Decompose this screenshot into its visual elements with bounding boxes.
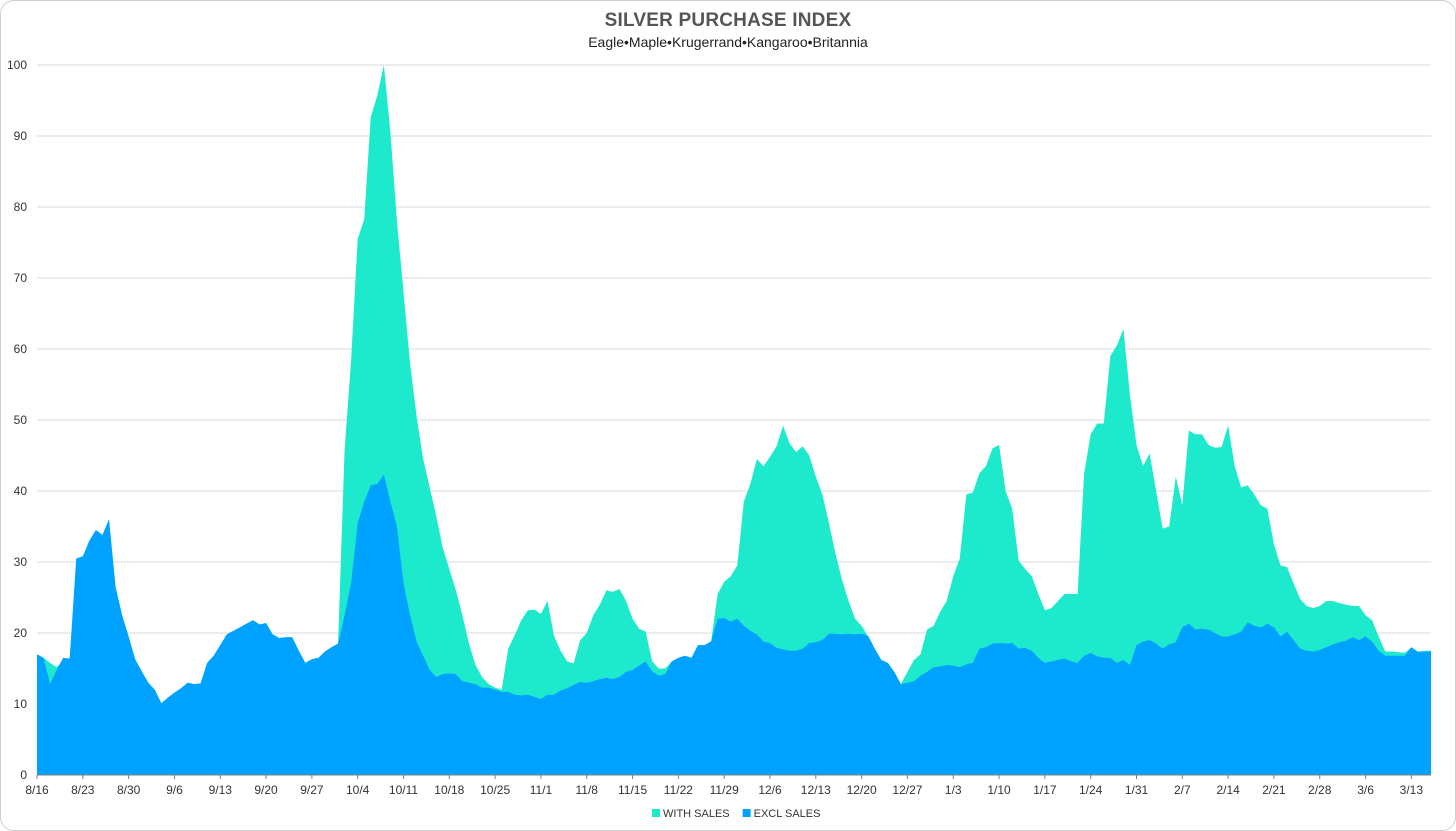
legend-label: WITH SALES: [663, 808, 730, 820]
x-tick-label: 1/17: [1033, 783, 1057, 797]
gridlines: [37, 64, 1431, 705]
x-tick-label: 2/7: [1174, 783, 1191, 797]
x-tick-label: 12/6: [758, 783, 782, 797]
legend-label: EXCL SALES: [754, 808, 821, 820]
legend-swatch: [742, 809, 751, 817]
x-tick-label: 1/10: [987, 783, 1011, 797]
x-tick-label: 3/13: [1400, 783, 1424, 797]
y-tick-label: 80: [14, 200, 28, 214]
x-tick-label: 2/14: [1216, 783, 1240, 797]
x-tick-label: 3/6: [1357, 783, 1374, 797]
x-tick-label: 8/30: [117, 783, 141, 797]
y-tick-label: 40: [14, 484, 28, 498]
area-excl-sales: [37, 474, 1431, 775]
x-tick-label: 10/4: [346, 783, 370, 797]
x-tick-label: 10/25: [480, 783, 510, 797]
x-tick-label: 9/6: [166, 783, 183, 797]
legend-swatch: [652, 809, 660, 817]
area-series: [37, 65, 1431, 775]
y-tick-label: 90: [14, 129, 28, 143]
x-tick-label: 1/31: [1125, 783, 1149, 797]
x-tick-label: 12/13: [801, 783, 831, 797]
x-tick-label: 11/15: [618, 783, 647, 797]
y-tick-label: 30: [14, 555, 28, 569]
x-tick-label: 8/16: [25, 783, 49, 797]
x-tick-label: 11/22: [664, 783, 693, 797]
x-tick-label: 9/20: [254, 783, 278, 797]
x-tick-label: 11/8: [576, 783, 599, 797]
x-tick-label: 11/29: [710, 783, 739, 797]
chart-title: SILVER PURCHASE INDEX: [604, 10, 852, 31]
y-tick-label: 20: [14, 626, 28, 640]
x-tick-label: 10/11: [389, 783, 418, 797]
y-tick-label: 70: [14, 271, 28, 285]
x-tick-label: 1/24: [1079, 783, 1103, 797]
chart-subtitle: Eagle•Maple•Krugerrand•Kangaroo•Britanni…: [588, 34, 868, 50]
x-tick-label: 2/28: [1308, 783, 1332, 797]
y-tick-label: 100: [7, 58, 27, 72]
y-tick-label: 0: [20, 768, 27, 782]
x-tick-label: 1/3: [945, 783, 962, 797]
y-tick-label: 10: [14, 697, 28, 711]
x-tick-label: 10/18: [434, 783, 464, 797]
x-tick-label: 9/27: [300, 783, 324, 797]
y-tick-label: 50: [14, 413, 28, 427]
x-tick-label: 9/13: [209, 783, 233, 797]
x-tick-label: 8/23: [71, 783, 95, 797]
x-tick-label: 12/20: [847, 783, 877, 797]
x-axis-ticks: 8/16 8/23 8/30 9/6 9/13 9/20 9/27 10/4 10/11 10/1…: [25, 775, 1423, 797]
x-tick-label: 2/21: [1262, 783, 1286, 797]
x-tick-label: 11/1: [530, 783, 553, 797]
y-tick-label: 60: [14, 342, 28, 356]
x-tick-label: 12/27: [892, 783, 922, 797]
legend: WITH SALES EXCL SALES: [652, 808, 820, 820]
y-axis-ticks: 0 10 20 30 40 50 60 70 80 90 100: [7, 58, 27, 782]
